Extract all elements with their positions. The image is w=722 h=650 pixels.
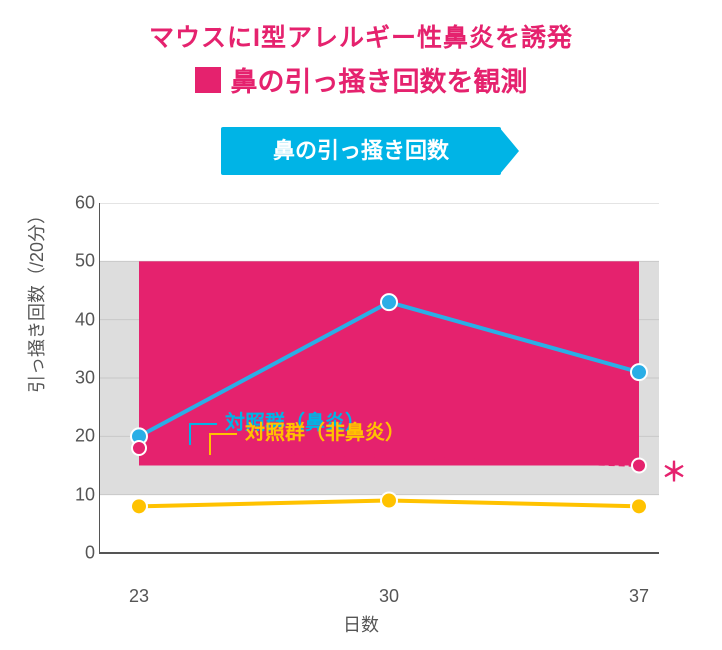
y-tick: 30 — [61, 368, 95, 389]
y-tick: 40 — [61, 309, 95, 330]
x-axis-label: 日数 — [343, 611, 379, 637]
x-tick: 37 — [629, 586, 649, 607]
square-marker-icon — [195, 67, 221, 93]
chart: 引っ掻き回数（/20分） 日数 0102030405060233037対照群（鼻… — [31, 193, 691, 633]
x-tick: 23 — [129, 586, 149, 607]
y-tick: 60 — [61, 193, 95, 214]
title-block: マウスにI型アレルギー性鼻炎を誘発 鼻の引っ掻き回数を観測 — [0, 0, 722, 99]
badge-wrap: 鼻の引っ掻き回数 — [0, 127, 722, 175]
title-line2: 鼻の引っ掻き回数を観測 — [195, 60, 528, 99]
y-tick: 20 — [61, 426, 95, 447]
plot-area — [99, 203, 659, 583]
y-axis-label: 引っ掻き回数（/20分） — [23, 206, 49, 393]
title-line2-text: 鼻の引っ掻き回数を観測 — [231, 60, 528, 99]
y-tick: 50 — [61, 251, 95, 272]
title-line1: マウスにI型アレルギー性鼻炎を誘発 — [0, 18, 722, 54]
chart-badge: 鼻の引っ掻き回数 — [221, 127, 501, 175]
y-tick: 0 — [61, 543, 95, 564]
x-tick: 30 — [379, 586, 399, 607]
series-label: 対照群（非鼻炎） — [209, 416, 405, 445]
plot-svg — [99, 203, 659, 583]
y-tick: 10 — [61, 484, 95, 505]
significance-star: ＊ — [661, 452, 687, 489]
